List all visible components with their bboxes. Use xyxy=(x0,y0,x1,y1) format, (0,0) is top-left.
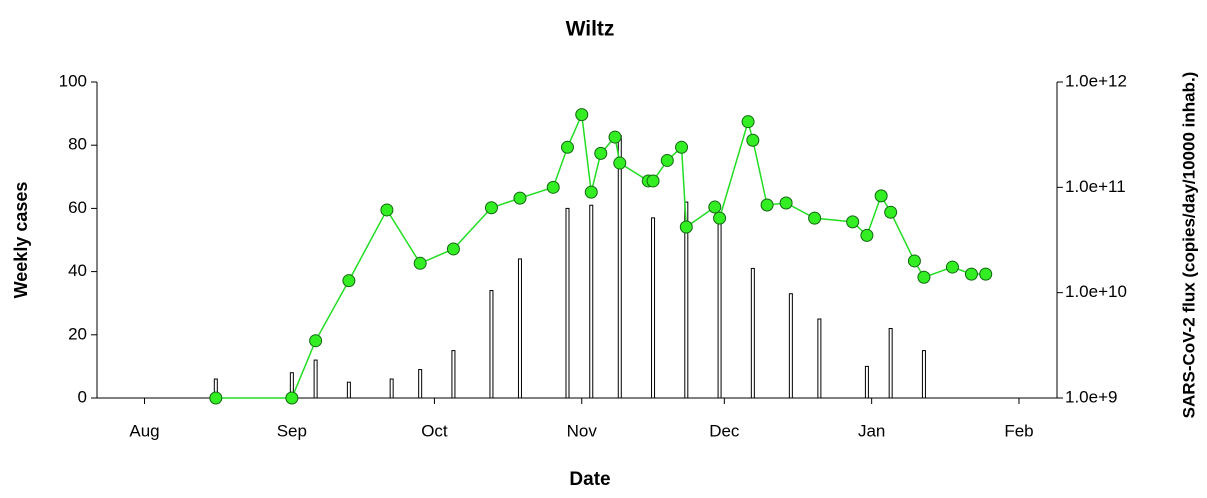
bar xyxy=(651,217,656,399)
bar xyxy=(788,293,793,399)
flux-marker xyxy=(646,174,660,188)
flux-marker xyxy=(546,180,560,194)
flux-marker xyxy=(380,203,394,217)
flux-marker xyxy=(560,140,574,154)
flux-marker xyxy=(860,228,874,242)
y2-axis-title: SARS-CoV-2 flux (copies/day/10000 inhab.… xyxy=(1179,72,1198,419)
flux-marker xyxy=(907,254,921,268)
flux-marker xyxy=(613,156,627,170)
flux-marker xyxy=(575,108,589,122)
flux-marker xyxy=(917,270,931,284)
bar xyxy=(589,204,594,399)
bar xyxy=(888,327,893,399)
flux-marker xyxy=(760,198,774,212)
bar xyxy=(489,290,494,399)
bar xyxy=(750,267,755,399)
flux-marker xyxy=(979,267,993,281)
flux-marker xyxy=(884,205,898,219)
y2-tick-label: 1.0e+12 xyxy=(1065,71,1127,90)
x-tick-label: Jan xyxy=(858,421,885,440)
y-axis-title: Weekly cases xyxy=(11,182,31,299)
flux-marker xyxy=(413,256,427,270)
x-tick-label: Dec xyxy=(709,421,740,440)
y2-tick-label: 1.0e+9 xyxy=(1065,387,1117,406)
y-tick-label: 60 xyxy=(68,198,87,217)
bar xyxy=(313,359,318,399)
bar xyxy=(451,350,456,399)
y-tick-label: 0 xyxy=(78,387,87,406)
y-tick-label: 100 xyxy=(59,71,87,90)
flux-marker xyxy=(342,274,356,288)
flux-marker xyxy=(513,191,527,205)
flux-marker xyxy=(608,130,622,144)
x-tick-label: Oct xyxy=(421,421,448,440)
flux-marker xyxy=(964,267,978,281)
flux-marker xyxy=(679,220,693,234)
y-tick-label: 80 xyxy=(68,135,87,154)
y-tick-label: 40 xyxy=(68,261,87,280)
x-tick-label: Feb xyxy=(1004,421,1033,440)
flux-marker xyxy=(484,201,498,215)
y-tick-label: 20 xyxy=(68,324,87,343)
bar xyxy=(517,258,522,399)
bar xyxy=(418,369,423,399)
flux-marker xyxy=(584,185,598,199)
bar xyxy=(717,220,722,399)
x-tick-label: Nov xyxy=(567,421,598,440)
flux-marker xyxy=(945,260,959,274)
flux-marker xyxy=(874,189,888,203)
bar xyxy=(921,350,926,399)
flux-marker xyxy=(209,391,223,405)
flux-marker xyxy=(808,211,822,225)
flux-marker xyxy=(446,242,460,256)
flux-marker xyxy=(675,140,689,154)
bar xyxy=(346,381,351,399)
bar xyxy=(684,201,689,399)
flux-marker xyxy=(708,200,722,214)
flux-marker xyxy=(713,211,727,225)
bar xyxy=(817,318,822,399)
flux-marker xyxy=(309,334,323,348)
flux-marker xyxy=(779,196,793,210)
flux-marker xyxy=(846,215,860,229)
y2-tick-label: 1.0e+10 xyxy=(1065,282,1127,301)
x-tick-label: Aug xyxy=(129,421,159,440)
y2-tick-label: 1.0e+11 xyxy=(1065,177,1126,196)
bar xyxy=(617,135,622,399)
bar xyxy=(864,365,869,399)
x-tick-label: Sep xyxy=(277,421,307,440)
x-axis-title: Date xyxy=(569,469,610,490)
chart-title: Wiltz xyxy=(566,18,615,41)
bar xyxy=(565,207,570,399)
flux-marker xyxy=(746,133,760,147)
flux-marker xyxy=(741,115,755,129)
flux-marker xyxy=(594,146,608,160)
flux-marker xyxy=(660,153,674,167)
flux-marker xyxy=(285,391,299,405)
bar xyxy=(389,378,394,399)
